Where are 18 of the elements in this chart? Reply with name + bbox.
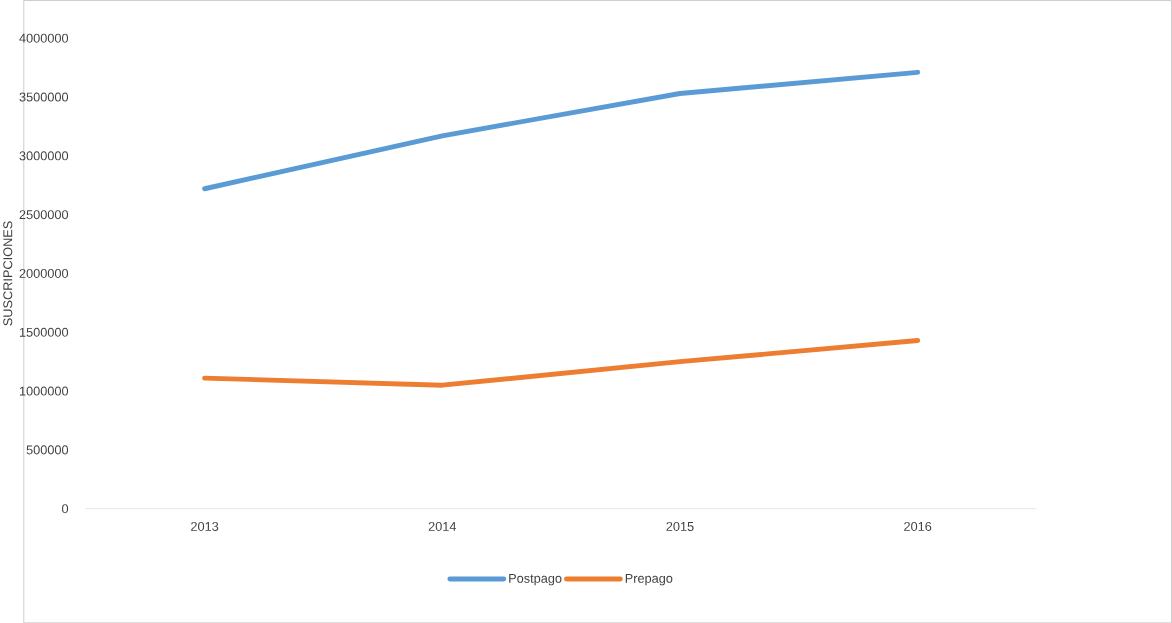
y-tick-label: 1000000 — [19, 386, 69, 396]
y-axis-title: SUSCRIPCIONES — [3, 221, 13, 326]
y-tick-label: 2500000 — [19, 209, 69, 219]
x-tick-label: 2014 — [428, 521, 457, 531]
y-tick-label: 2000000 — [19, 268, 69, 278]
line-series — [202, 69, 921, 192]
line-series — [202, 337, 921, 388]
x-tick-label: 2013 — [191, 521, 219, 531]
y-tick-label: 3000000 — [19, 151, 69, 161]
y-tick-label: 500000 — [26, 445, 69, 455]
y-tick-label: 0 — [62, 504, 69, 514]
x-tick-label: 2015 — [666, 521, 694, 531]
y-tick-label: 3500000 — [19, 92, 69, 102]
x-tick-label: 2016 — [904, 521, 932, 531]
legend-label: Postpago — [509, 573, 562, 586]
legend-label: Prepago — [625, 573, 673, 586]
y-tick-label: 1500000 — [19, 327, 69, 337]
y-tick-label: 4000000 — [19, 33, 69, 43]
